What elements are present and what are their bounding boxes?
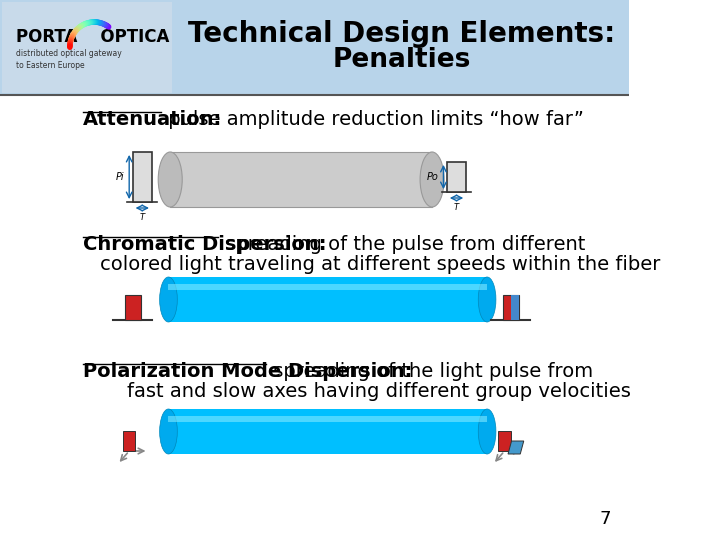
Text: Po: Po [426, 172, 438, 182]
FancyBboxPatch shape [168, 277, 487, 322]
Text: Pi: Pi [115, 172, 124, 182]
Bar [123, 431, 135, 451]
Text: Chromatic Dispersion:: Chromatic Dispersion: [83, 235, 326, 254]
Bar [125, 295, 140, 320]
Text: spreading of the light pulse from: spreading of the light pulse from [267, 362, 593, 381]
Text: colored light traveling at different speeds within the fiber: colored light traveling at different spe… [100, 255, 661, 274]
Ellipse shape [160, 409, 177, 454]
FancyBboxPatch shape [0, 96, 629, 540]
Text: pulse amplitude reduction limits “how far”: pulse amplitude reduction limits “how fa… [163, 110, 584, 129]
Text: Polarization Mode Dispersion:: Polarization Mode Dispersion: [83, 362, 413, 381]
Ellipse shape [158, 152, 182, 207]
Text: PORTA    OPTICA: PORTA OPTICA [16, 28, 169, 46]
Text: 7: 7 [600, 510, 611, 528]
Bar [503, 295, 518, 320]
Text: fast and slow axes having different group velocities: fast and slow axes having different grou… [127, 382, 631, 401]
Ellipse shape [420, 152, 444, 207]
Text: Penalties: Penalties [333, 47, 471, 73]
Bar [447, 162, 466, 192]
Text: spreading of the pulse from different: spreading of the pulse from different [219, 235, 585, 254]
Text: distributed optical gateway
to Eastern Europe: distributed optical gateway to Eastern E… [16, 49, 122, 70]
Bar [132, 152, 152, 202]
Ellipse shape [160, 277, 177, 322]
FancyBboxPatch shape [1, 2, 172, 92]
Bar [510, 295, 518, 320]
Ellipse shape [478, 277, 496, 322]
FancyBboxPatch shape [168, 416, 487, 422]
Bar [498, 431, 510, 451]
Text: Technical Design Elements:: Technical Design Elements: [188, 20, 615, 48]
FancyBboxPatch shape [168, 284, 487, 289]
Ellipse shape [478, 409, 496, 454]
FancyBboxPatch shape [170, 152, 432, 207]
Text: T: T [140, 213, 145, 222]
Text: Attenuation:: Attenuation: [83, 110, 222, 129]
Text: T: T [454, 203, 459, 212]
Polygon shape [508, 441, 523, 454]
FancyBboxPatch shape [168, 409, 487, 454]
FancyBboxPatch shape [0, 0, 629, 94]
